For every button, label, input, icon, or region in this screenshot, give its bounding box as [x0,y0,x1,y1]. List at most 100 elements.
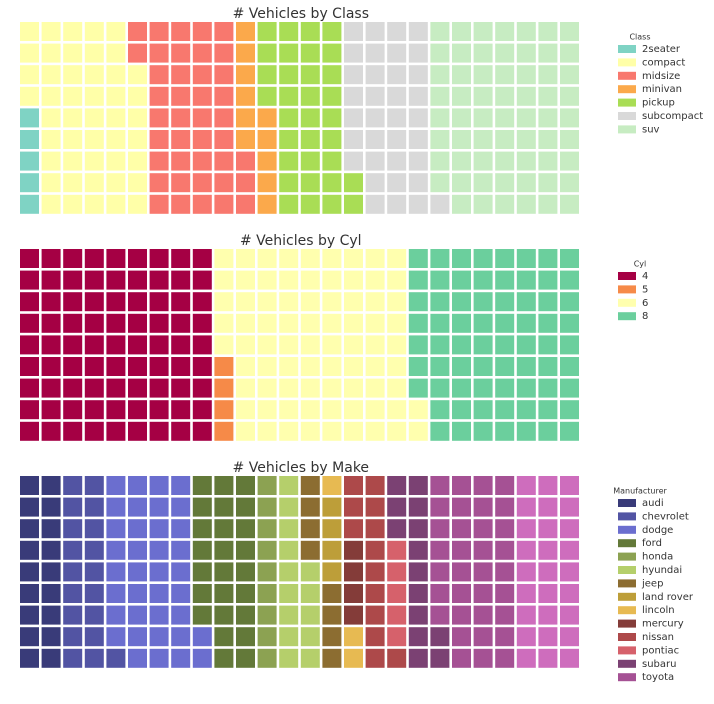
waffle-cell [408,421,428,441]
waffle-cell [430,421,450,441]
waffle-cell [538,173,558,193]
waffle-cell [344,605,363,625]
waffle-cell [387,378,407,398]
waffle-cell [300,605,320,625]
waffle-cell [516,562,536,582]
waffle-cell [171,357,191,376]
waffle-cell [63,65,83,85]
waffle-cell [473,476,493,495]
waffle-cell [63,562,83,582]
waffle-cell [41,22,61,41]
waffle-cell [149,249,169,268]
waffle-cell [408,22,428,41]
waffle-cell [452,130,471,149]
waffle-cell [560,400,579,420]
waffle-cell [84,313,104,333]
waffle-cell [128,335,147,355]
waffle-cell [279,151,299,171]
waffle-cell [20,194,39,214]
waffle-cell [41,249,61,268]
waffle-cell [214,270,234,290]
waffle-cell [236,357,255,376]
waffle-cell [560,292,579,312]
legend-swatch [618,539,636,548]
waffle-cell [322,270,342,290]
waffle-chart: # Vehicles by Cyl Cyl 4 5 6 8 [20,233,648,441]
waffle-cell [214,378,234,398]
waffle-cell [387,605,407,625]
waffle-cell [365,562,385,582]
waffle-cell [473,519,493,539]
waffle-cell [236,519,255,539]
waffle-cell [516,540,536,560]
waffle-cell [106,86,126,106]
waffle-cell [560,476,579,495]
waffle-cell [149,540,169,560]
waffle-cell [128,378,147,398]
waffle-cell [495,627,515,647]
waffle-cell [452,65,471,85]
waffle-cell [322,86,342,106]
waffle-cell [149,173,169,193]
waffle-cell [538,562,558,582]
waffle-cell [192,562,212,582]
waffle-cell [192,584,212,603]
waffle-cell [214,357,234,376]
waffle-cell [538,22,558,41]
waffle-cell [408,378,428,398]
waffle-cell [149,313,169,333]
waffle-cell [106,519,126,539]
waffle-cell [171,108,191,128]
waffle-cell [365,400,385,420]
waffle-cell [257,497,277,517]
waffle-cell [128,249,147,268]
waffle-cell [365,130,385,149]
waffle-cell [365,584,385,603]
waffle-cell [41,43,61,63]
waffle-cell [106,43,126,63]
waffle-cell [538,270,558,290]
waffle-cell [279,270,299,290]
waffle-cell [236,249,255,268]
waffle-cell [41,108,61,128]
waffle-cell [279,540,299,560]
waffle-cell [128,476,147,495]
waffle-cell [236,421,255,441]
waffle-cell [279,43,299,63]
waffle-cell [236,151,255,171]
waffle-cell [279,335,299,355]
waffle-cell [128,627,147,647]
waffle-cell [516,627,536,647]
waffle-cell [279,648,299,668]
waffle-cell [236,584,255,603]
waffle-cell [452,605,471,625]
waffle-cell [149,335,169,355]
waffle-cell [300,108,320,128]
waffle-cell [279,292,299,312]
waffle-cell [214,249,234,268]
waffle-cell [214,65,234,85]
waffle-cell [84,65,104,85]
waffle-cell [257,22,277,41]
waffle-cell [322,335,342,355]
waffle-cell [473,108,493,128]
waffle-cell [300,249,320,268]
waffle-cell [106,292,126,312]
waffle-cell [452,357,471,376]
waffle-cell [214,400,234,420]
waffle-chart: # Vehicles by Make Manufacturer audi chevro… [20,460,694,683]
waffle-cell [495,43,515,63]
waffle-cell [192,497,212,517]
waffle-cell [344,627,363,647]
waffle-cell [214,648,234,668]
waffle-cell [128,357,147,376]
waffle-cell [344,400,363,420]
legend-swatch [618,566,636,574]
waffle-cell [452,476,471,495]
waffle-cell [560,86,579,106]
waffle-cell [322,313,342,333]
waffle-cell [149,151,169,171]
waffle-cell [408,65,428,85]
waffle-cell [106,421,126,441]
waffle-cell [387,151,407,171]
